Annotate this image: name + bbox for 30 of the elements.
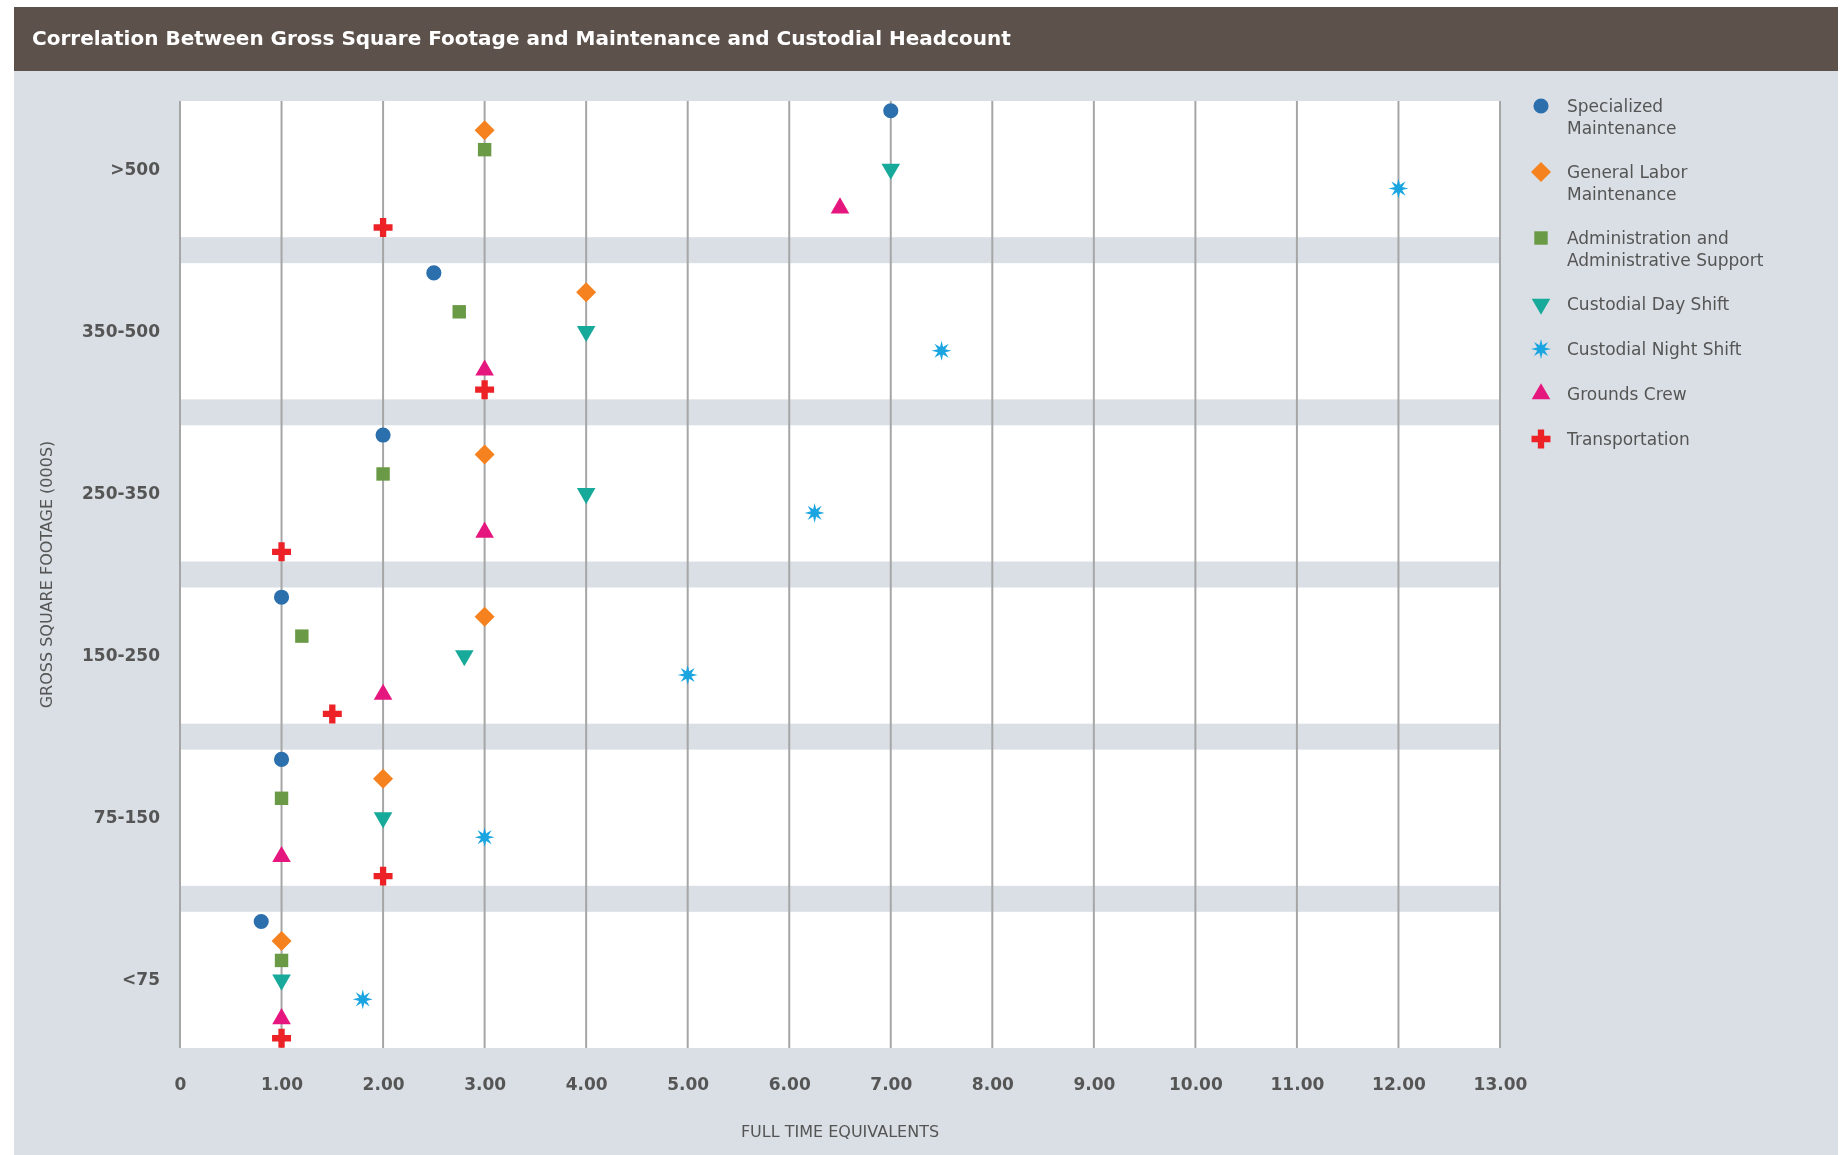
x-tick-label: 11.00 xyxy=(1270,1074,1325,1095)
x-tick-label: 1.00 xyxy=(261,1074,304,1095)
x-tick-label: 5.00 xyxy=(667,1074,710,1095)
legend-label: Custodial Day Shift xyxy=(1567,294,1730,314)
legend-label: Transportation xyxy=(1566,429,1690,449)
y-tick-label: >500 xyxy=(110,158,161,179)
x-tick-label: 13.00 xyxy=(1473,1074,1528,1095)
y-tick-label: 250-350 xyxy=(81,482,161,503)
y-tick-label: 150-250 xyxy=(81,645,161,666)
x-tick-label: 12.00 xyxy=(1372,1074,1427,1095)
x-tick-label: 6.00 xyxy=(768,1074,811,1095)
x-tick-label: 8.00 xyxy=(971,1074,1014,1095)
x-tick-label: 0 xyxy=(174,1074,187,1095)
x-tick-label: 2.00 xyxy=(362,1074,405,1095)
legend-label: General Labor Maintenance xyxy=(1567,162,1688,204)
y-axis-title: GROSS SQUARE FOOTAGE (000S) xyxy=(37,440,56,709)
legend-label: Administration and Administrative Support xyxy=(1567,228,1764,270)
legend-label: Specialized Maintenance xyxy=(1567,96,1677,138)
y-tick-label: <75 xyxy=(122,969,160,990)
legend-label: Custodial Night Shift xyxy=(1567,339,1742,359)
y-tick-label: 75-150 xyxy=(93,807,161,828)
x-tick-label: 7.00 xyxy=(870,1074,913,1095)
x-axis-title: FULL TIME EQUIVALENTS xyxy=(740,1122,940,1141)
x-tick-label: 4.00 xyxy=(565,1074,608,1095)
chart-title: Correlation Between Gross Square Footage and Maintenance and Custodial Headcount xyxy=(32,26,1012,50)
y-tick-label: 350-500 xyxy=(81,320,161,341)
x-tick-label: 10.00 xyxy=(1168,1074,1223,1095)
x-tick-label: 9.00 xyxy=(1073,1074,1116,1095)
x-tick-label: 3.00 xyxy=(464,1074,507,1095)
legend-label: Grounds Crew xyxy=(1567,384,1687,404)
